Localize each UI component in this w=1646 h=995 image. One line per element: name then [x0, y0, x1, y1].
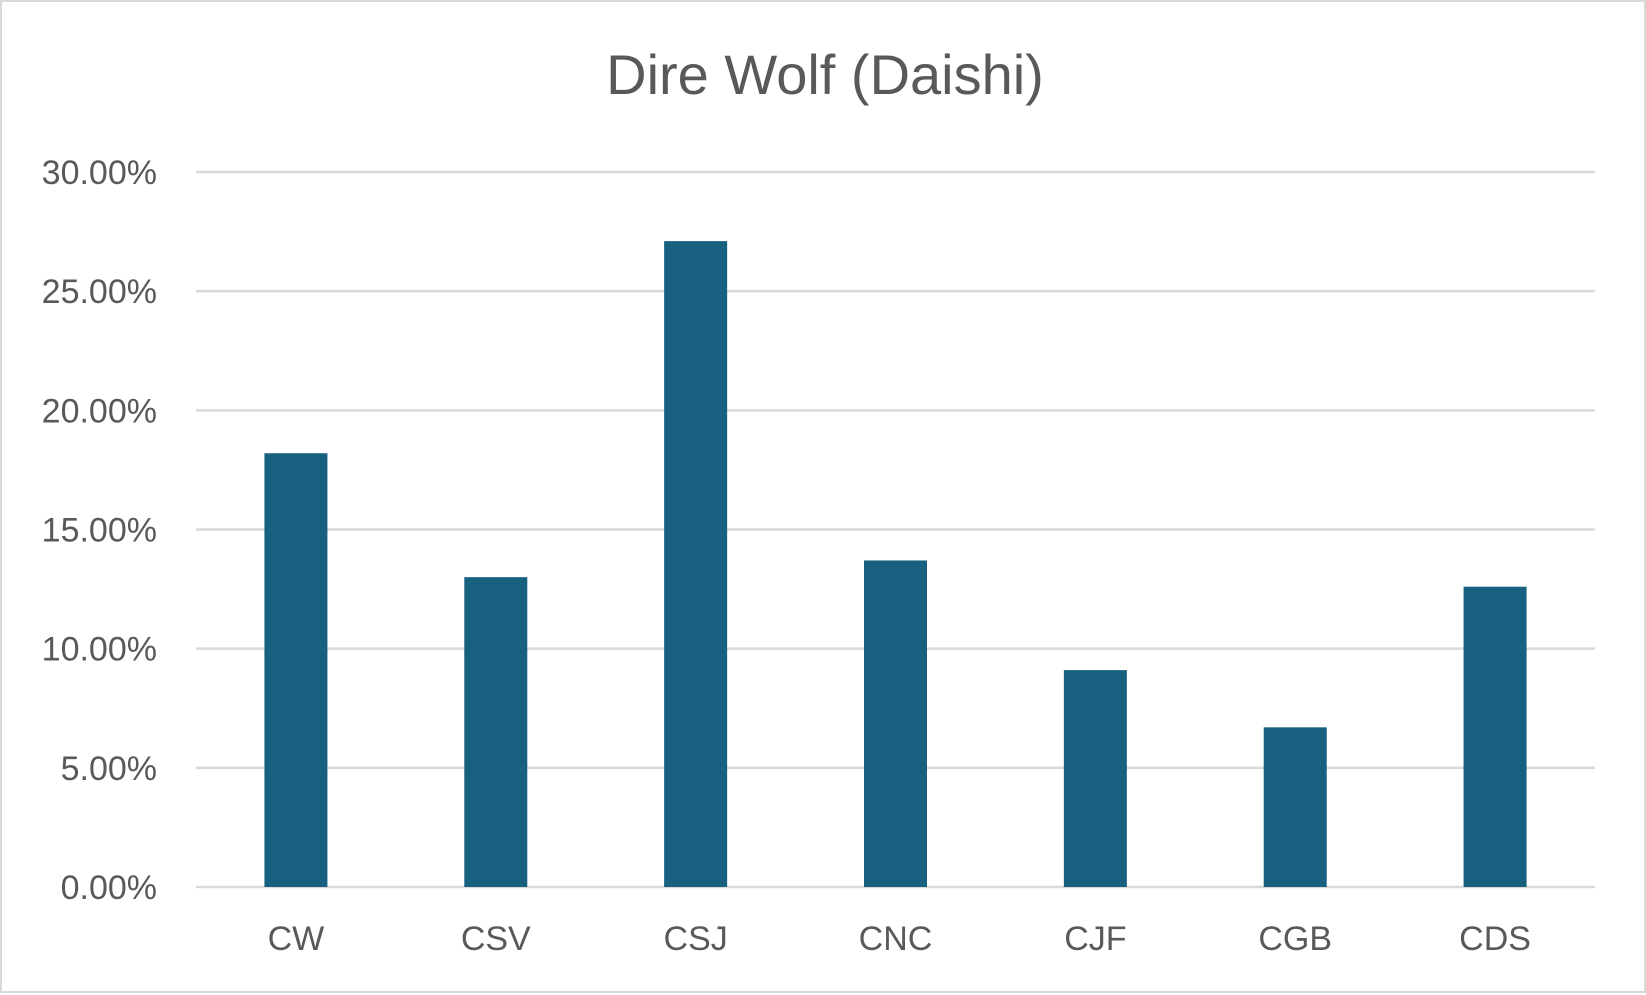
x-tick-label: CGB — [1258, 920, 1332, 958]
bar-cjf — [1063, 670, 1127, 887]
bar-cgb — [1263, 727, 1327, 887]
x-tick-label: CNC — [859, 920, 933, 958]
x-tick-label: CSJ — [664, 920, 728, 958]
x-tick-label: CJF — [1064, 920, 1126, 958]
x-tick-label: CSV — [461, 920, 531, 958]
x-tick-label: CDS — [1459, 920, 1531, 958]
y-tick-label: 0.00% — [61, 869, 157, 907]
bar-cnc — [864, 560, 927, 887]
bars — [264, 241, 1527, 887]
x-tick-label: CW — [268, 920, 325, 958]
bar-cw — [264, 453, 328, 887]
chart-title: Dire Wolf (Daishi) — [606, 43, 1044, 106]
y-tick-label: 25.00% — [42, 273, 157, 311]
bar-csv — [464, 577, 528, 887]
y-tick-label: 15.00% — [42, 512, 157, 550]
y-axis-tick-labels: 0.00% 5.00% 10.00% 15.00% 20.00% 25.00% 30.00% — [42, 154, 157, 907]
y-tick-label: 30.00% — [42, 154, 157, 192]
bar-csj — [664, 241, 728, 887]
y-tick-label: 10.00% — [42, 631, 157, 669]
x-axis-tick-labels: CW CSV CSJ CNC CJF CGB CDS — [268, 920, 1531, 958]
y-tick-label: 20.00% — [42, 392, 157, 430]
y-tick-label: 5.00% — [61, 750, 157, 788]
bar-cds — [1463, 586, 1527, 887]
